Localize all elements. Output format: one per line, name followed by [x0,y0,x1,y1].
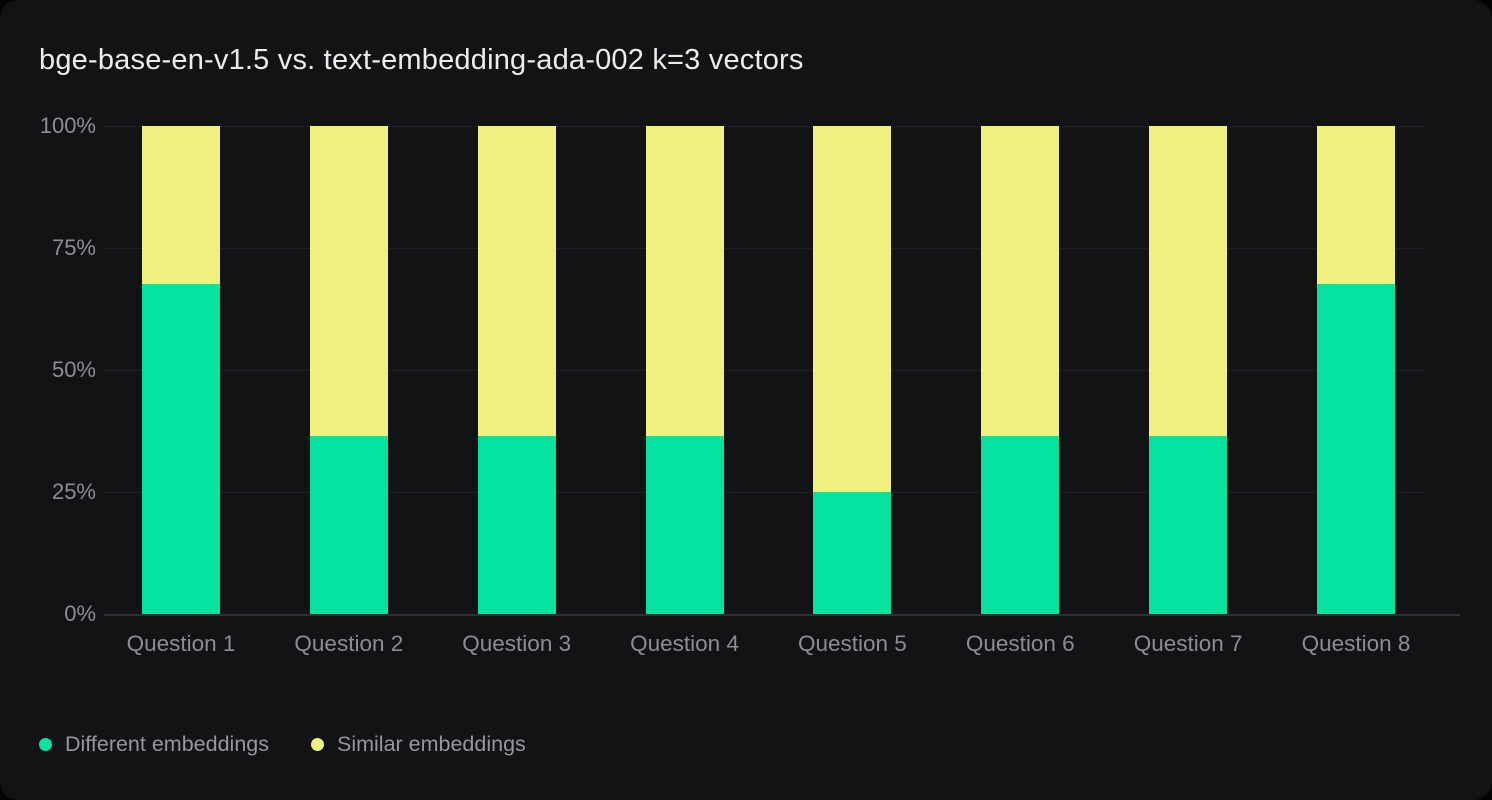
bar-segment-similar [142,126,220,284]
x-axis-label-question-8: Question 8 [1301,631,1411,656]
bar-segment-similar [309,126,388,437]
bar-question-1 [142,126,220,614]
legend-dot-similar-embeddings [310,738,324,751]
x-axis-label-question-6: Question 6 [965,631,1075,656]
bar-segment-different [1316,283,1395,614]
legend-label-similar-embeddings: Similar embeddings [336,732,526,756]
y-axis-tick-label: 100% [39,113,96,138]
gridline-100 [104,126,1424,127]
x-axis-label-question-1: Question 1 [126,631,236,656]
x-axis-label-question-5: Question 5 [798,631,907,656]
bar-question-7 [1149,126,1228,614]
bar-question-4 [645,126,724,614]
bar-segment-similar [645,126,724,437]
bar-segment-similar [1149,126,1228,437]
bar-question-8 [1316,126,1395,614]
y-axis-tick-label: 50% [51,356,96,382]
gridline-75 [104,247,1424,249]
legend-label-different-embeddings: Different embeddings [65,732,269,756]
legend-dot-different-embeddings [39,738,52,751]
x-axis-label-question-3: Question 3 [462,631,572,656]
gridline-50 [104,369,1424,371]
legend-item-similar-embeddings[interactable]: Similar embeddings [310,732,526,757]
bar-segment-similar [477,126,556,437]
bar-segment-different [1149,436,1228,614]
bar-segment-similar [1316,126,1395,284]
x-axis-label-question-4: Question 4 [630,631,739,656]
bar-question-5 [813,126,892,614]
bar-segment-different [981,436,1060,614]
bar-segment-different [309,436,388,614]
bar-question-2 [309,126,388,614]
bar-segment-similar [981,126,1060,437]
y-axis-tick-label: 25% [51,478,96,504]
bar-question-3 [477,126,556,614]
bar-segment-different [813,491,892,614]
x-axis-label-question-7: Question 7 [1133,631,1243,656]
legend-item-different-embeddings[interactable]: Different embeddings [39,732,269,757]
y-axis-tick-label: 75% [51,234,96,260]
chart-legend: Different embeddings Similar embeddings [39,732,526,757]
bar-question-6 [981,126,1060,614]
bar-segment-different [645,436,724,614]
x-axis-line [104,613,1460,616]
x-axis-label-question-2: Question 2 [294,631,404,656]
bar-segment-different [477,436,556,614]
chart-title: bge-base-en-v1.5 vs. text-embedding-ada-… [39,44,804,76]
gridline-25 [104,491,1424,493]
bar-segment-different [142,283,220,614]
bar-segment-similar [813,126,892,492]
y-axis-tick-label: 0% [64,600,96,626]
